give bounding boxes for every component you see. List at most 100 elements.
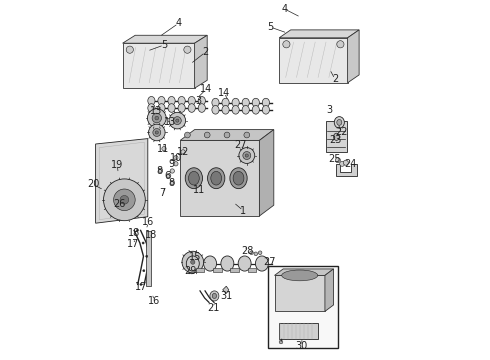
Ellipse shape (186, 256, 199, 271)
Circle shape (337, 41, 344, 48)
Text: 11: 11 (193, 185, 205, 195)
Ellipse shape (222, 105, 229, 114)
Text: 4: 4 (282, 4, 288, 14)
Bar (269, 266, 338, 348)
Ellipse shape (255, 256, 269, 271)
Circle shape (182, 251, 204, 273)
Ellipse shape (178, 96, 185, 105)
Circle shape (184, 46, 191, 53)
Polygon shape (274, 269, 334, 275)
Circle shape (120, 195, 129, 204)
Ellipse shape (282, 270, 318, 281)
Ellipse shape (334, 117, 344, 128)
Text: 2: 2 (332, 74, 338, 84)
Polygon shape (336, 164, 357, 176)
Ellipse shape (221, 256, 234, 271)
Text: 2: 2 (202, 47, 209, 57)
Text: 26: 26 (114, 199, 126, 210)
Circle shape (103, 179, 145, 221)
Circle shape (244, 132, 250, 138)
Polygon shape (325, 269, 334, 311)
Ellipse shape (262, 105, 270, 114)
Polygon shape (180, 140, 259, 216)
Ellipse shape (252, 105, 259, 114)
Text: 1: 1 (240, 206, 246, 216)
Text: 11: 11 (157, 144, 169, 154)
Ellipse shape (204, 256, 217, 271)
Circle shape (143, 270, 145, 272)
Text: 14: 14 (218, 88, 230, 98)
Bar (279, 323, 318, 339)
Bar (247, 268, 256, 272)
Polygon shape (274, 275, 325, 311)
Circle shape (243, 152, 251, 159)
Circle shape (153, 129, 161, 136)
Text: 15: 15 (189, 252, 201, 262)
Circle shape (224, 132, 230, 138)
Ellipse shape (158, 96, 165, 105)
Polygon shape (195, 35, 207, 88)
Circle shape (142, 242, 144, 244)
Text: 18: 18 (128, 228, 140, 238)
Polygon shape (326, 121, 347, 152)
Text: 14: 14 (200, 84, 212, 94)
Circle shape (146, 255, 148, 257)
Circle shape (167, 174, 171, 178)
Ellipse shape (232, 105, 239, 114)
Circle shape (140, 283, 142, 285)
Circle shape (283, 41, 290, 48)
Circle shape (335, 158, 341, 163)
Circle shape (279, 340, 283, 344)
Text: 31: 31 (220, 291, 232, 301)
Text: 19: 19 (111, 160, 123, 170)
Ellipse shape (230, 168, 247, 189)
Circle shape (155, 131, 158, 134)
Ellipse shape (212, 105, 219, 114)
Circle shape (158, 168, 163, 172)
Circle shape (174, 162, 178, 166)
Ellipse shape (242, 105, 249, 114)
Ellipse shape (211, 171, 221, 185)
Ellipse shape (210, 291, 219, 301)
Ellipse shape (189, 171, 199, 185)
Text: 9: 9 (169, 159, 175, 169)
Text: 24: 24 (344, 159, 356, 169)
Circle shape (147, 109, 166, 127)
Text: 16: 16 (143, 217, 155, 228)
Ellipse shape (185, 168, 202, 189)
Text: 12: 12 (177, 147, 189, 157)
Circle shape (169, 112, 186, 129)
Ellipse shape (252, 98, 259, 107)
Circle shape (126, 46, 133, 53)
Ellipse shape (334, 133, 339, 140)
Circle shape (170, 180, 174, 185)
Ellipse shape (178, 104, 185, 112)
Circle shape (187, 257, 198, 267)
Ellipse shape (188, 104, 196, 112)
Text: 28: 28 (242, 246, 254, 256)
Ellipse shape (188, 96, 196, 105)
Text: 3: 3 (195, 96, 201, 106)
Circle shape (162, 147, 166, 151)
Ellipse shape (208, 168, 225, 189)
Ellipse shape (238, 256, 251, 271)
Text: 30: 30 (296, 341, 308, 351)
Text: 8: 8 (168, 178, 174, 188)
Text: 27: 27 (234, 140, 247, 150)
Text: 23: 23 (330, 135, 342, 145)
Ellipse shape (198, 104, 205, 112)
Circle shape (174, 156, 178, 160)
Text: 13: 13 (149, 106, 162, 116)
Circle shape (173, 117, 181, 125)
Bar (196, 268, 204, 272)
Text: 8: 8 (156, 166, 162, 176)
Polygon shape (180, 130, 274, 140)
Ellipse shape (337, 120, 342, 125)
Text: 25: 25 (328, 154, 341, 164)
Polygon shape (279, 30, 359, 38)
Polygon shape (96, 139, 148, 223)
Circle shape (152, 113, 162, 123)
Polygon shape (259, 130, 274, 216)
Circle shape (191, 260, 195, 264)
Ellipse shape (233, 171, 244, 185)
